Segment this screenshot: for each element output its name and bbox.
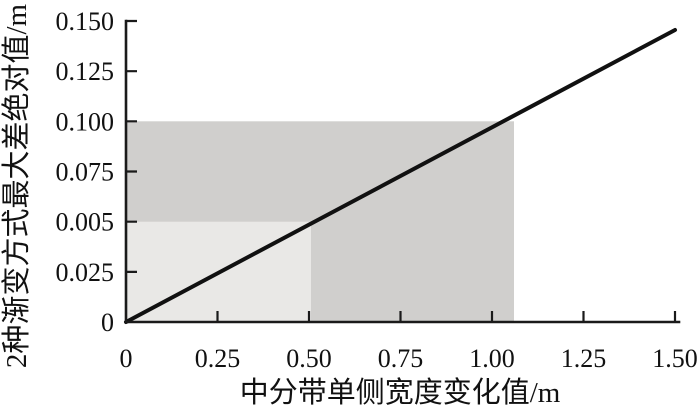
x-axis-tick-labels: 0 0.25 0.50 0.75 1.00 1.25 1.50 xyxy=(120,344,698,373)
x-tick-label: 0.25 xyxy=(195,344,241,373)
x-tick-label: 1.25 xyxy=(561,344,607,373)
y-axis-ticks xyxy=(126,19,137,273)
x-tick-label: 1.50 xyxy=(652,344,698,373)
y-tick-label: 0.150 xyxy=(56,7,115,36)
x-tick-label: 0 xyxy=(120,344,133,373)
y-axis-tick-labels: 0.150 0.125 0.100 0.075 0.005 0.025 0 xyxy=(56,7,115,337)
y-tick-label: 0 xyxy=(101,308,114,337)
x-tick-label: 0.75 xyxy=(378,344,424,373)
x-tick-label: 0.50 xyxy=(286,344,332,373)
y-tick-label: 0.005 xyxy=(56,208,115,237)
y-tick-label: 0.075 xyxy=(56,158,115,187)
y-tick-label: 0.025 xyxy=(56,258,115,287)
x-axis-title: 中分带单侧宽度变化值/m xyxy=(240,376,561,408)
x-tick-label: 1.00 xyxy=(469,344,515,373)
data-line xyxy=(124,28,677,324)
y-axis-title: 2种渐变方式最大差绝对值/m xyxy=(0,4,33,369)
y-tick-label: 0.125 xyxy=(56,57,115,86)
y-tick-label: 0.100 xyxy=(56,108,115,137)
x-axis-ticks xyxy=(216,311,677,322)
